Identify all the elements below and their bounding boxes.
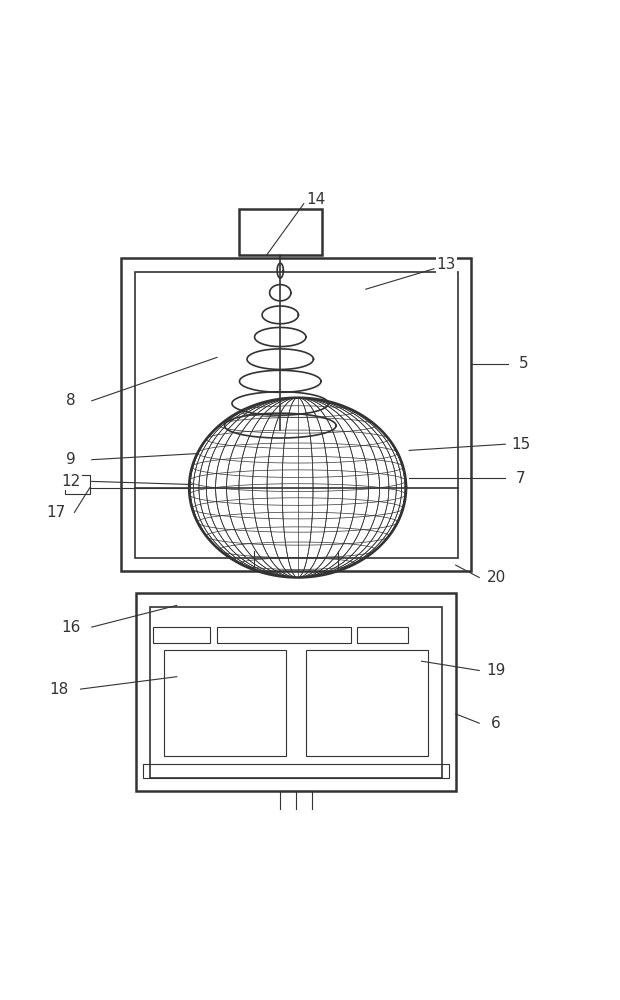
- Text: 14: 14: [306, 192, 326, 207]
- Text: 6: 6: [491, 716, 501, 731]
- Text: 15: 15: [511, 437, 531, 452]
- Bar: [153, 627, 210, 643]
- Bar: [216, 627, 351, 643]
- Bar: [121, 258, 471, 571]
- Text: 5: 5: [519, 356, 529, 371]
- Text: 8: 8: [66, 393, 76, 408]
- Bar: [135, 272, 458, 558]
- Text: 13: 13: [436, 257, 456, 272]
- Text: 18: 18: [49, 682, 69, 697]
- Text: 12: 12: [61, 474, 81, 489]
- Bar: [357, 627, 408, 643]
- Text: 17: 17: [46, 505, 66, 520]
- Bar: [136, 593, 456, 791]
- Bar: [65, 475, 90, 494]
- Bar: [306, 650, 428, 756]
- Bar: [280, 791, 312, 812]
- Text: 16: 16: [61, 620, 81, 635]
- Text: 9: 9: [66, 452, 76, 467]
- Text: 19: 19: [486, 663, 506, 678]
- Bar: [164, 650, 286, 756]
- Bar: [150, 607, 442, 778]
- Text: 7: 7: [516, 471, 526, 486]
- Bar: [239, 209, 322, 255]
- Bar: [143, 764, 449, 778]
- Text: 20: 20: [486, 570, 506, 585]
